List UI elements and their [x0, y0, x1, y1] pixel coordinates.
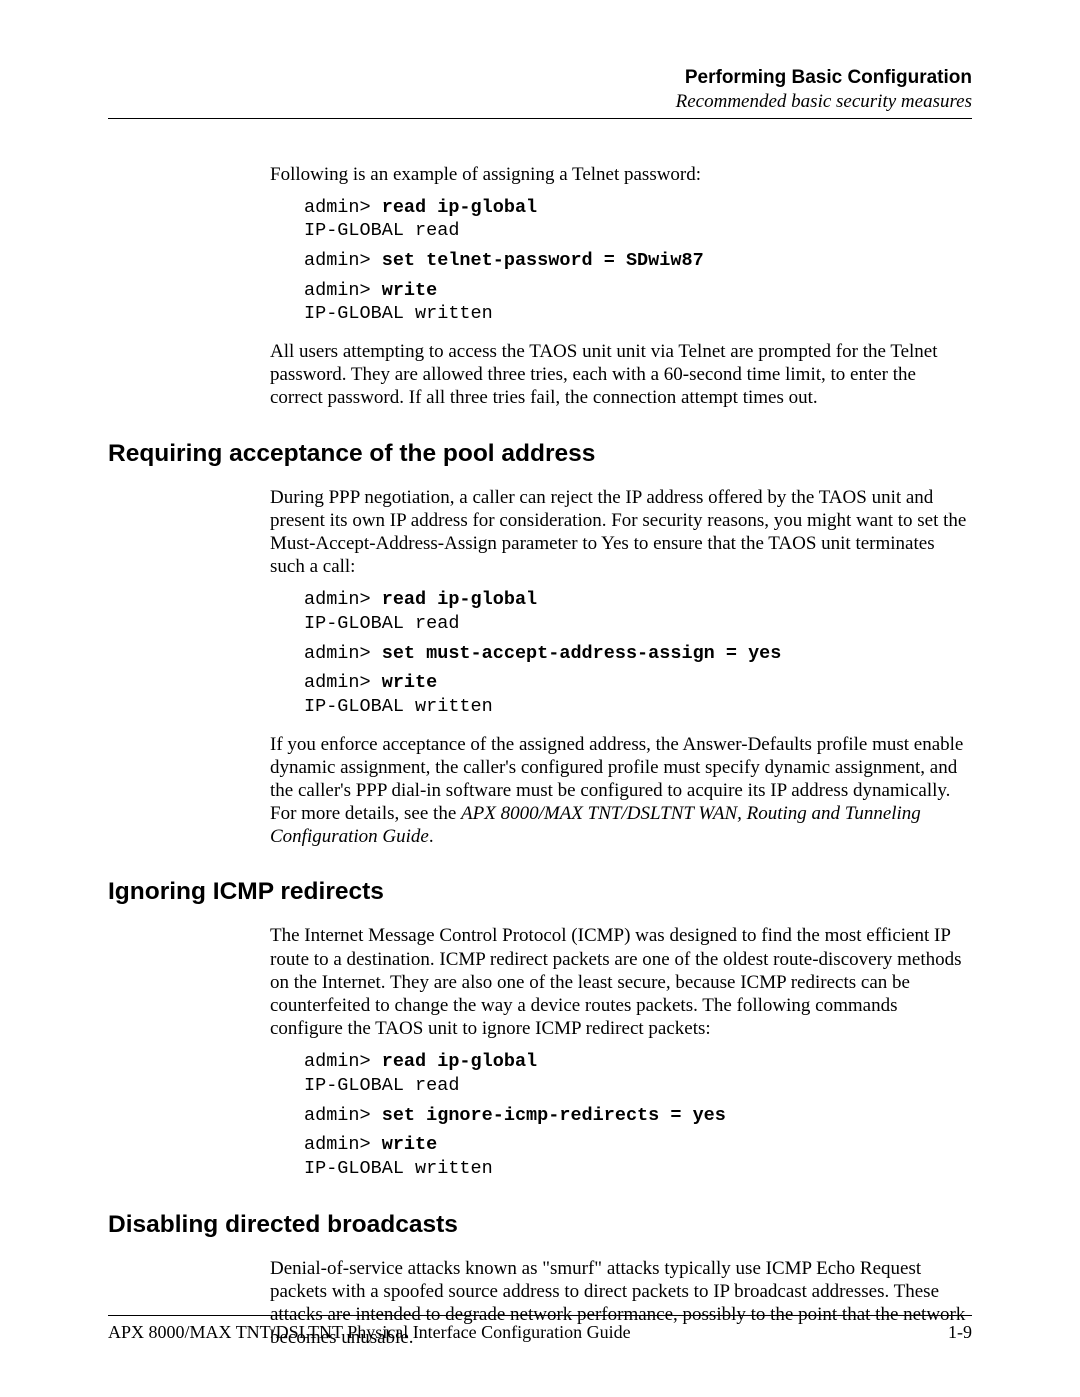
- code-prompt: admin>: [304, 280, 382, 301]
- code-output: IP-GLOBAL written: [304, 1158, 493, 1179]
- paragraph-text: .: [429, 826, 434, 847]
- code-prompt: admin>: [304, 589, 382, 610]
- code-output: IP-GLOBAL read: [304, 1075, 459, 1096]
- code-cmd: read ip-global: [382, 589, 537, 610]
- code-cmd: write: [382, 1134, 438, 1155]
- code-cmd: read ip-global: [382, 1051, 537, 1072]
- code-prompt: admin>: [304, 197, 382, 218]
- code-block-telnet: admin> read ip-global IP-GLOBAL readadmi…: [108, 196, 972, 326]
- code-cmd: write: [382, 280, 438, 301]
- code-cmd: set must-accept-address-assign = yes: [382, 643, 782, 664]
- section-subtitle: Recommended basic security measures: [108, 90, 972, 114]
- page: Performing Basic Configuration Recommend…: [0, 0, 1080, 1397]
- code-block-icmp: admin> read ip-global IP-GLOBAL read admi…: [108, 1050, 972, 1180]
- intro-paragraph: Following is an example of assigning a T…: [108, 163, 972, 186]
- code-prompt: admin>: [304, 250, 382, 271]
- section-heading-pool-address: Requiring acceptance of the pool address: [108, 440, 972, 468]
- running-header: Performing Basic Configuration Recommend…: [108, 66, 972, 114]
- code-output: IP-GLOBAL written: [304, 696, 493, 717]
- code-prompt: admin>: [304, 1134, 382, 1155]
- page-footer: APX 8000/MAX TNT/DSLTNT Physical Interfa…: [108, 1315, 972, 1343]
- code-block-must-accept: admin> read ip-global IP-GLOBAL read admi…: [108, 588, 972, 718]
- code-cmd: read ip-global: [382, 197, 537, 218]
- code-cmd: write: [382, 672, 438, 693]
- footer-page-number: 1-9: [948, 1322, 972, 1343]
- paragraph: If you enforce acceptance of the assigne…: [108, 733, 972, 849]
- code-output: IP-GLOBAL written: [304, 303, 493, 324]
- paragraph: During PPP negotiation, a caller can rej…: [108, 486, 972, 579]
- code-prompt: admin>: [304, 672, 382, 693]
- code-prompt: admin>: [304, 1051, 382, 1072]
- paragraph: All users attempting to access the TAOS …: [108, 340, 972, 410]
- code-cmd: set telnet-password = SDwiw87: [382, 250, 704, 271]
- chapter-title: Performing Basic Configuration: [108, 66, 972, 90]
- code-output: IP-GLOBAL read: [304, 613, 459, 634]
- footer-book-title: APX 8000/MAX TNT/DSLTNT Physical Interfa…: [108, 1322, 631, 1343]
- footer-rule: [108, 1315, 972, 1316]
- footer-row: APX 8000/MAX TNT/DSLTNT Physical Interfa…: [108, 1322, 972, 1343]
- code-output: IP-GLOBAL read: [304, 220, 459, 241]
- code-prompt: admin>: [304, 643, 382, 664]
- body: Following is an example of assigning a T…: [108, 119, 972, 1350]
- paragraph: The Internet Message Control Protocol (I…: [108, 924, 972, 1040]
- section-heading-icmp: Ignoring ICMP redirects: [108, 878, 972, 906]
- section-heading-broadcasts: Disabling directed broadcasts: [108, 1211, 972, 1239]
- code-cmd: set ignore-icmp-redirects = yes: [382, 1105, 726, 1126]
- code-prompt: admin>: [304, 1105, 382, 1126]
